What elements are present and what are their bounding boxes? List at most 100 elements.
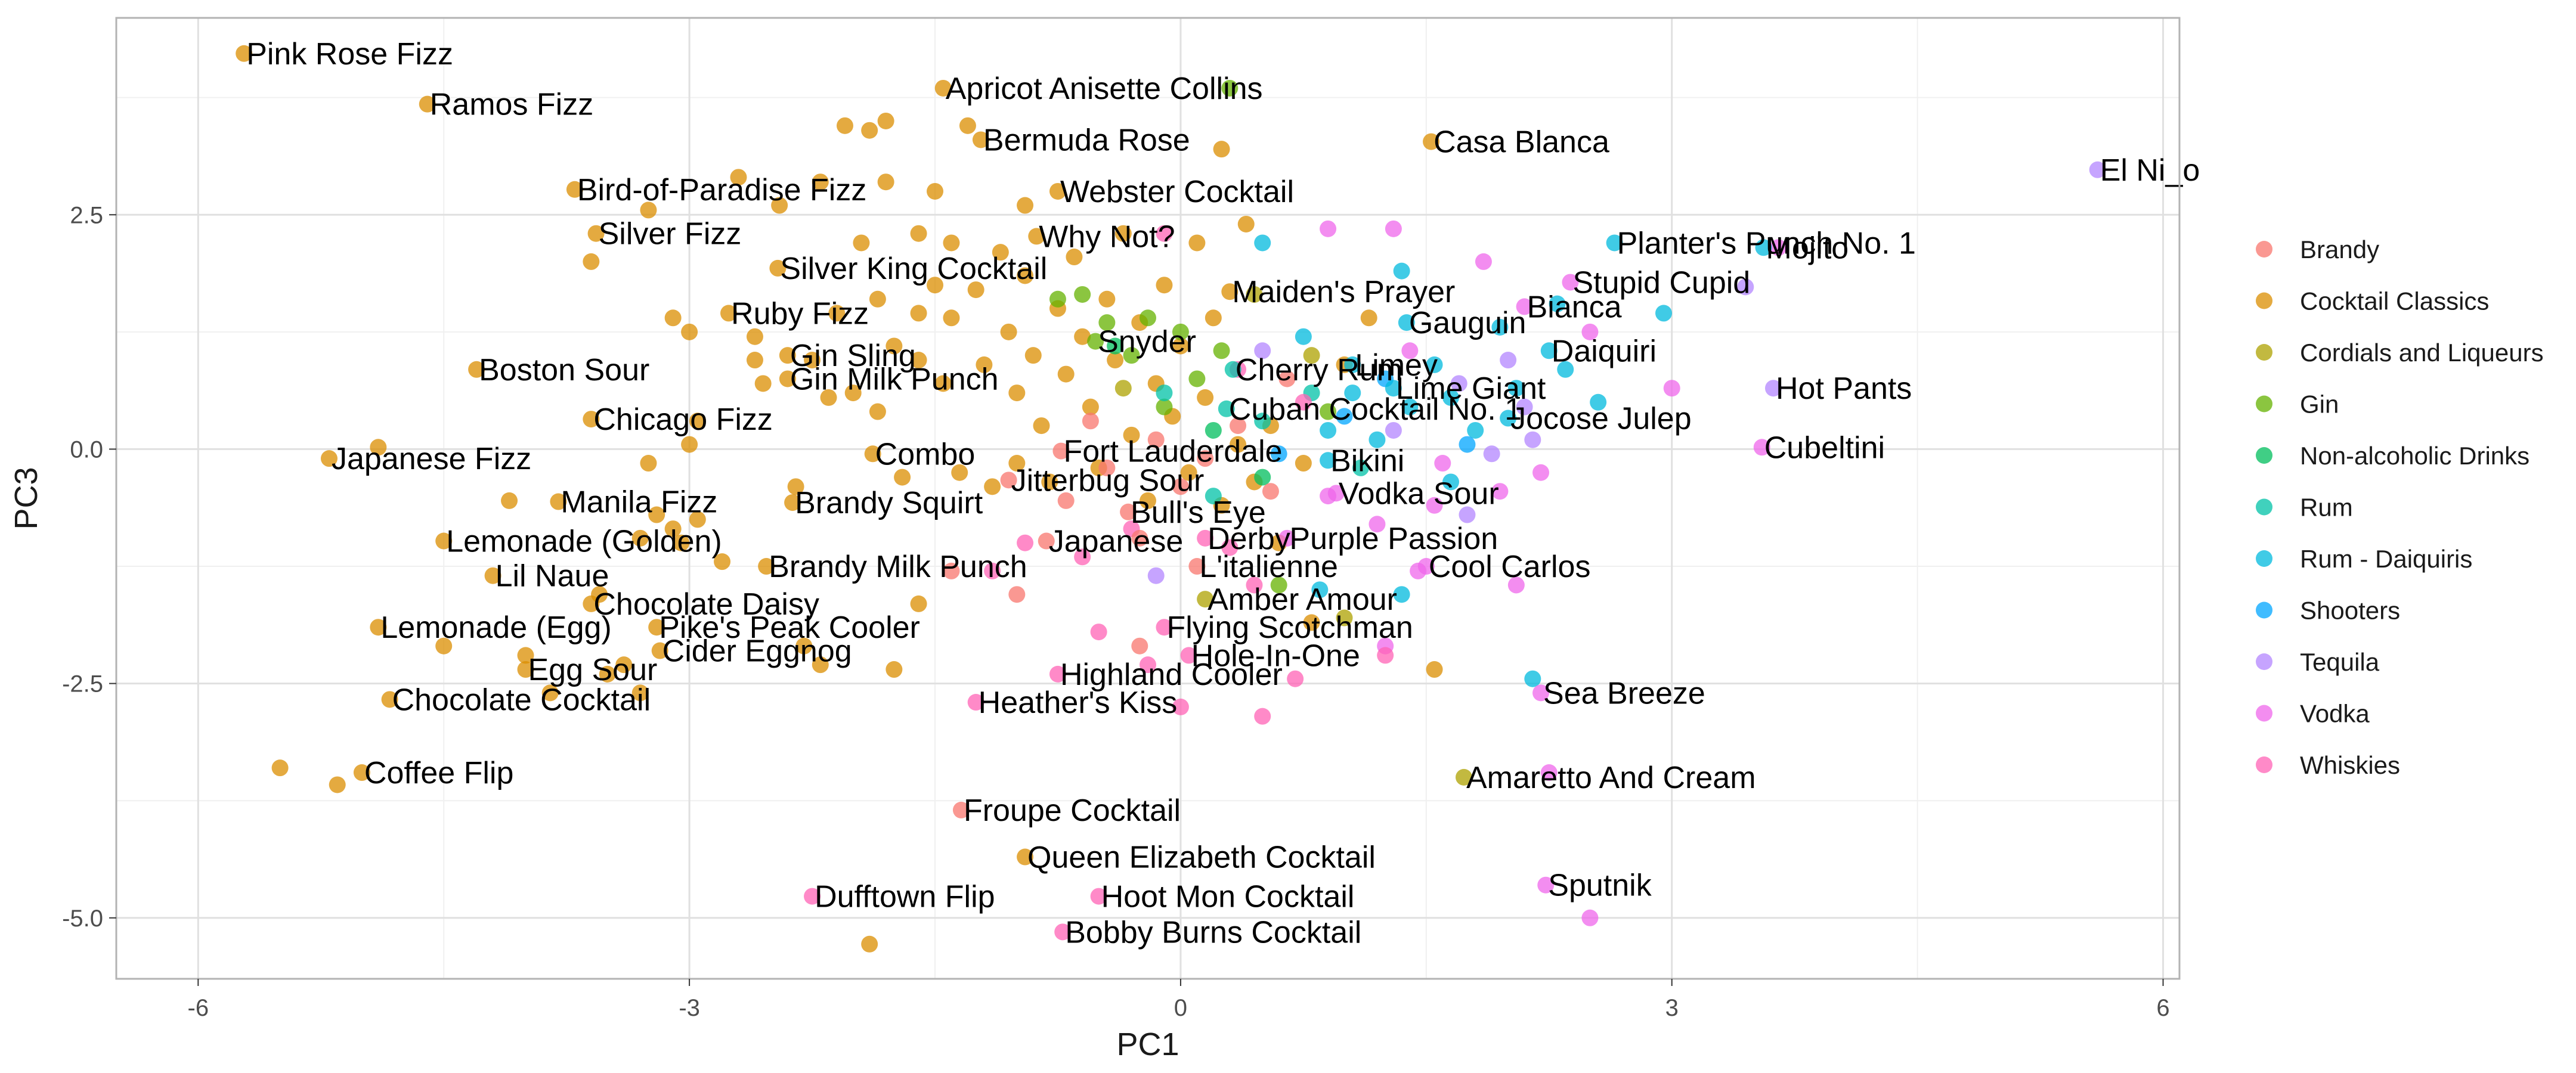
point-label: Hoot Mon Cocktail [1101, 880, 1355, 914]
data-point [795, 637, 813, 655]
data-point [861, 935, 878, 953]
data-point [681, 436, 698, 453]
point-label: Amber Amour [1208, 582, 1397, 617]
data-point [1107, 352, 1124, 369]
point-label: Cider Eggnog [662, 634, 852, 669]
x-tick-label: -3 [679, 995, 700, 1021]
labeled-data-point [864, 445, 881, 463]
data-point [1197, 389, 1214, 406]
labeled-data-point [1753, 439, 1770, 456]
point-label: Lemonade (Egg) [380, 610, 611, 645]
data-point [329, 776, 346, 793]
point-label: Bull's Eye [1131, 495, 1266, 530]
data-point [1254, 413, 1271, 430]
legend: Brandy Cocktail Classics Cordials and Liqu… [2256, 235, 2544, 779]
labeled-data-point [1156, 619, 1173, 636]
data-point [1147, 567, 1165, 584]
data-point [1524, 670, 1541, 687]
data-point [1368, 431, 1386, 448]
data-point [927, 182, 944, 200]
data-point [1385, 220, 1402, 237]
data-point [1320, 403, 1337, 420]
point-label: Snyder [1098, 325, 1196, 359]
y-axis-ticks: -5.0 -2.5 0.0 2.5 [62, 202, 116, 932]
legend-key [2256, 498, 2272, 516]
point-label: Hot Pants [1776, 371, 1912, 406]
data-point [1270, 445, 1287, 463]
data-point [1123, 347, 1140, 364]
data-point [664, 309, 682, 327]
labeled-data-point [1028, 228, 1045, 245]
data-point [1737, 278, 1754, 296]
data-point [1057, 365, 1075, 383]
data-point [1500, 352, 1517, 369]
legend-label: Cocktail Classics [2300, 287, 2489, 315]
data-point [976, 356, 993, 373]
data-point [746, 328, 763, 345]
point-label: Boston Sour [479, 353, 649, 387]
point-label: Froupe Cocktail [964, 793, 1181, 828]
point-label: Vodka Sour [1339, 476, 1499, 511]
data-point [1156, 277, 1173, 294]
data-point [1278, 370, 1296, 387]
data-point [820, 389, 837, 406]
data-point [910, 595, 927, 612]
data-point [844, 384, 862, 402]
data-point [583, 253, 600, 270]
labeled-data-point [1537, 876, 1555, 894]
data-point [1098, 459, 1116, 476]
labeled-data-point [1090, 888, 1107, 905]
point-label: Flying Scotchman [1166, 610, 1413, 645]
point-label: Stupid Cupid [1572, 265, 1750, 300]
data-point [1114, 225, 1132, 242]
point-label: Jitterbug Sour [1011, 463, 1205, 498]
data-point [869, 403, 886, 420]
labeled-data-point [1180, 647, 1197, 664]
point-label: Cubeltini [1764, 430, 1885, 465]
data-point [1140, 656, 1156, 674]
labeled-data-point [779, 347, 796, 364]
legend-label: Non-alcoholic Drinks [2300, 442, 2529, 470]
data-point [828, 305, 846, 322]
data-point [861, 122, 878, 139]
data-point [1344, 384, 1361, 402]
data-point [1188, 234, 1206, 252]
data-point [1114, 380, 1132, 397]
point-label: Bermuda Rose [983, 123, 1190, 157]
data-point [1385, 421, 1402, 439]
data-point [1107, 337, 1124, 355]
panel-border [115, 17, 2181, 980]
labeled-data-point [1516, 298, 1533, 315]
data-point [730, 169, 747, 186]
grid-lines [116, 18, 2179, 979]
labeled-data-point [1049, 182, 1066, 200]
data-point [927, 277, 944, 294]
data-point [1532, 464, 1550, 481]
point-label: Ruby Fizz [731, 296, 869, 331]
y-tick-label: -2.5 [62, 671, 103, 697]
point-label: Jocose Julep [1510, 402, 1692, 436]
data-point [1401, 342, 1419, 359]
data-point [746, 352, 763, 369]
labeled-data-point [1038, 532, 1055, 550]
data-point [1098, 314, 1116, 331]
point-label: Chicago Fizz [593, 402, 773, 437]
data-point [1295, 393, 1312, 411]
legend-key [2256, 705, 2272, 722]
data-point [1074, 328, 1091, 345]
data-point [1426, 661, 1443, 678]
data-point [1475, 253, 1492, 270]
point-label: L'italienne [1199, 550, 1338, 584]
labeled-data-point [934, 79, 952, 97]
labeled-data-point [1049, 665, 1066, 683]
data-point [869, 290, 886, 308]
labeled-data-point [952, 801, 970, 818]
data-point [1442, 389, 1460, 406]
data-point [894, 469, 911, 486]
legend-key [2256, 550, 2272, 567]
data-points [236, 45, 2106, 953]
labeled-data-point [967, 694, 984, 711]
data-point [681, 323, 698, 340]
labeled-data-point [1197, 591, 1214, 608]
legend-label: Whiskies [2300, 751, 2400, 779]
